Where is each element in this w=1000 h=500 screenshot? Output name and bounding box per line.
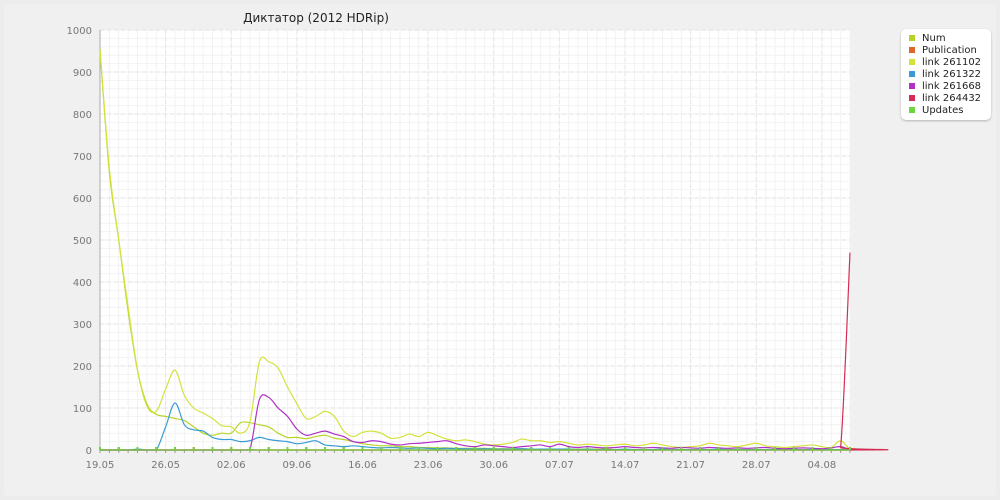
series-point-updates xyxy=(586,447,589,450)
series-point-updates xyxy=(624,447,626,450)
series-line-link-261102 xyxy=(99,50,851,451)
grid xyxy=(99,29,851,451)
series-point-updates xyxy=(511,447,514,450)
x-tick-label: 21.07 xyxy=(676,460,705,471)
legend-item: Publication xyxy=(901,44,991,56)
series-point-updates xyxy=(811,447,814,450)
y-tick-label: 200 xyxy=(73,362,92,373)
legend-label: Num xyxy=(922,32,946,44)
legend-item: Num xyxy=(901,32,991,44)
series-point-updates xyxy=(192,447,195,450)
series-point-updates xyxy=(436,447,439,450)
series-point-updates xyxy=(755,447,758,450)
legend-swatch xyxy=(909,47,915,53)
y-tick-label: 100 xyxy=(73,404,92,415)
legend-swatch xyxy=(909,59,915,65)
legend-label: link 261668 xyxy=(922,80,982,92)
series-point-updates xyxy=(492,447,495,450)
x-tick-label: 28.07 xyxy=(742,460,771,471)
series-point-updates xyxy=(605,447,608,450)
series-point-updates xyxy=(267,447,270,450)
series-point-updates xyxy=(174,447,176,450)
series-point-updates xyxy=(99,447,101,450)
series-point-updates xyxy=(380,447,383,450)
legend-label: link 261102 xyxy=(922,56,982,68)
series-point-updates xyxy=(699,447,701,450)
series-point-updates xyxy=(849,447,851,450)
legend-item: link 264432 xyxy=(901,92,991,104)
series-point-updates xyxy=(155,447,158,450)
series-point-updates xyxy=(324,447,326,450)
series-point-updates xyxy=(342,447,345,450)
x-tick-label: 14.07 xyxy=(611,460,640,471)
series-point-updates xyxy=(567,447,570,450)
series-point-updates xyxy=(361,447,364,450)
series-point-updates xyxy=(736,447,739,450)
series-point-updates xyxy=(530,447,533,450)
series-lines xyxy=(99,48,889,451)
series-point-updates xyxy=(642,447,645,450)
legend-item: Updates xyxy=(901,104,991,116)
y-tick-label: 400 xyxy=(73,278,92,289)
legend-item: link 261668 xyxy=(901,80,991,92)
series-point-updates xyxy=(211,447,214,450)
series-point-updates xyxy=(230,447,233,450)
legend-label: link 264432 xyxy=(922,92,982,104)
series-point-updates xyxy=(399,447,401,450)
series-point-updates xyxy=(455,447,458,450)
y-tick-label: 0 xyxy=(86,446,92,457)
x-tick-label: 23.06 xyxy=(414,460,443,471)
x-tick-label: 02.06 xyxy=(217,460,246,471)
series-point-updates xyxy=(417,447,420,450)
series-point-updates xyxy=(117,447,120,450)
legend-swatch xyxy=(909,83,915,89)
legend-label: Updates xyxy=(922,104,964,116)
y-tick-label: 600 xyxy=(73,194,92,205)
series-point-updates xyxy=(286,447,289,450)
legend-swatch xyxy=(909,35,915,41)
series-point-updates xyxy=(136,447,139,450)
y-tick-label: 300 xyxy=(73,320,92,331)
series-point-updates xyxy=(474,447,476,450)
series-point-updates xyxy=(774,447,776,450)
x-tick-label: 04.08 xyxy=(808,460,837,471)
series-point-updates xyxy=(680,447,683,450)
series-point-updates xyxy=(717,447,720,450)
legend-label: link 261322 xyxy=(922,68,982,80)
y-tick-label: 700 xyxy=(73,152,92,163)
series-point-updates xyxy=(792,447,795,450)
legend-item: link 261102 xyxy=(901,56,991,68)
legend-swatch xyxy=(909,107,915,113)
series-point-updates xyxy=(661,447,664,450)
legend: Num Publication link 261102 link 261322 link… xyxy=(901,29,991,120)
legend-swatch xyxy=(909,95,915,101)
series-point-updates xyxy=(549,447,551,450)
legend-item: link 261322 xyxy=(901,68,991,80)
x-tick-label: 30.06 xyxy=(479,460,508,471)
x-tick-label: 07.07 xyxy=(545,460,574,471)
y-tick-label: 1000 xyxy=(67,26,92,37)
series-point-updates xyxy=(249,447,251,450)
legend-swatch xyxy=(909,71,915,77)
x-tick-label: 16.06 xyxy=(348,460,377,471)
series-point-updates xyxy=(830,447,833,450)
chart-title: Диктатор (2012 HDRip) xyxy=(243,11,389,25)
series-line-link-261668 xyxy=(99,394,851,451)
x-tick-label: 26.05 xyxy=(151,460,180,471)
y-tick-label: 900 xyxy=(73,68,92,79)
y-tick-label: 500 xyxy=(73,236,92,247)
legend-label: Publication xyxy=(922,44,977,56)
series-point-updates xyxy=(305,447,308,450)
x-tick-label: 09.06 xyxy=(283,460,312,471)
x-tick-label: 19.05 xyxy=(86,460,115,471)
y-tick-label: 800 xyxy=(73,110,92,121)
